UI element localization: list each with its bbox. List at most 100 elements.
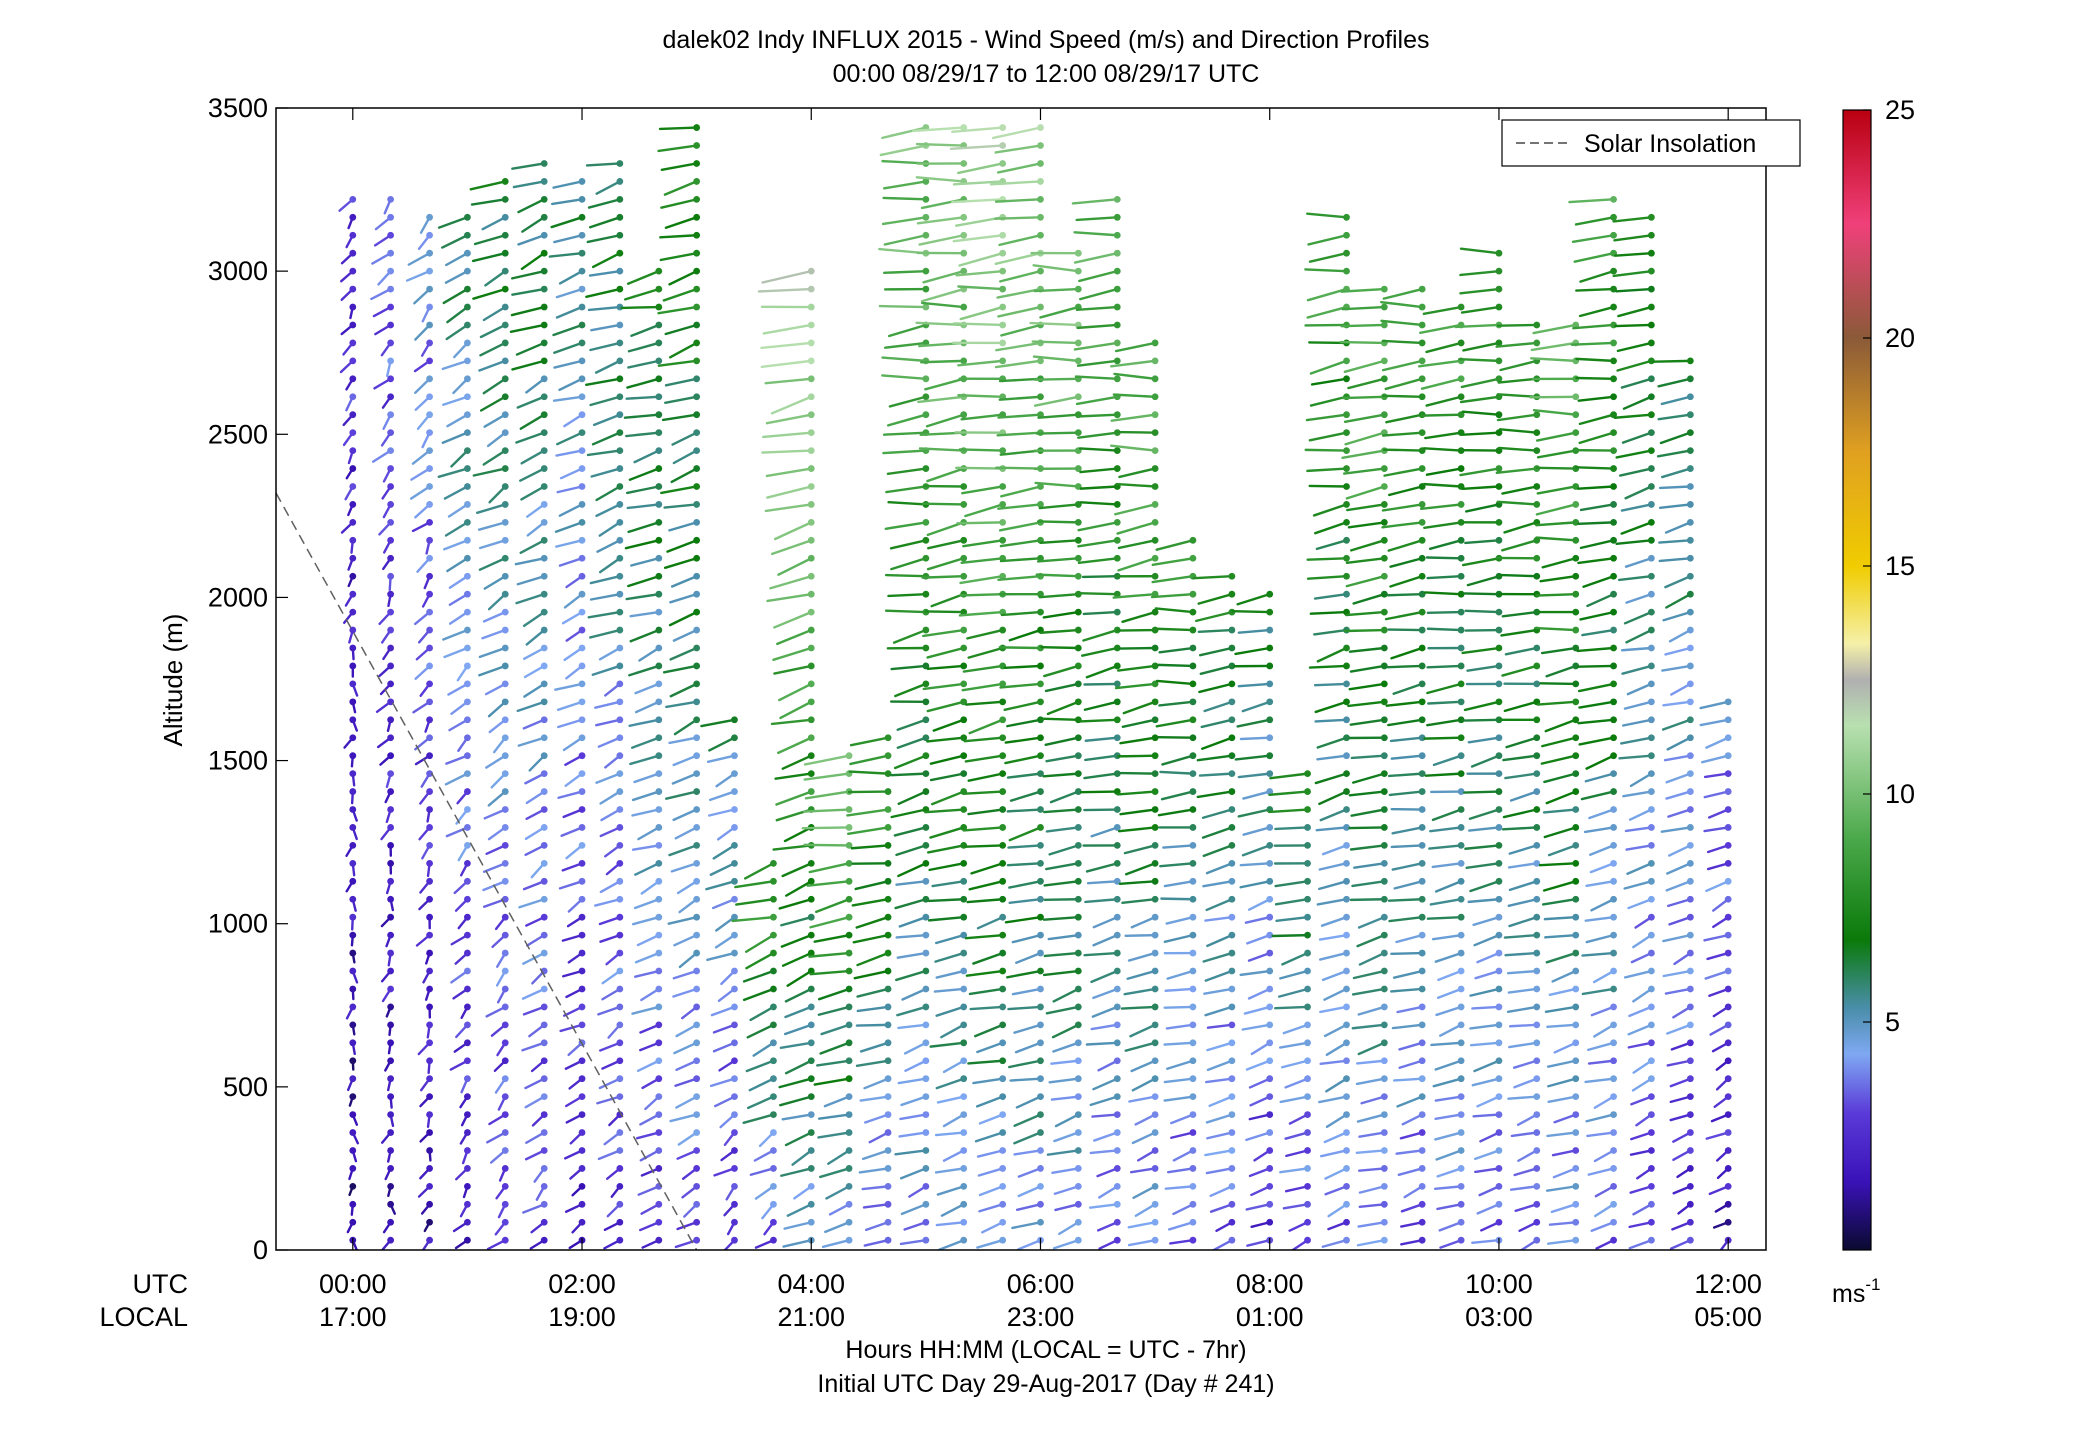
- wind-barb-dot: [1343, 250, 1350, 257]
- wind-barb-dot: [1572, 932, 1579, 939]
- wind-barb-dot: [1037, 232, 1044, 239]
- wind-barb-dot: [1343, 680, 1350, 687]
- wind-barb-dot: [808, 986, 815, 993]
- wind-barb-dot: [808, 304, 815, 311]
- wind-barb-dot: [1228, 1129, 1235, 1136]
- wind-barb-dot: [1381, 1093, 1388, 1100]
- wind-barb-dot: [349, 196, 356, 203]
- wind-barb-dot: [1496, 788, 1503, 795]
- wind-barb-dot: [541, 304, 548, 311]
- wind-barb-stick: [1424, 738, 1461, 739]
- wind-barb-dot: [541, 1219, 548, 1226]
- wind-barb-dot: [1419, 752, 1426, 759]
- wind-barb-dot: [616, 609, 623, 616]
- wind-barb-dot: [1533, 1075, 1540, 1082]
- wind-barb-dot: [541, 501, 548, 508]
- wind-barb-dot: [616, 573, 623, 580]
- wind-barb-dot: [960, 1039, 967, 1046]
- wind-barb-dot: [808, 1201, 815, 1208]
- wind-barb-dot: [1533, 950, 1540, 957]
- wind-barb-stick: [1384, 450, 1422, 451]
- wind-barb-dot: [1266, 645, 1273, 652]
- wind-barb-dot: [655, 1075, 662, 1082]
- wind-barb-dot: [885, 1111, 892, 1118]
- wind-barb-dot: [541, 232, 548, 239]
- wind-barb-dot: [426, 860, 433, 867]
- wind-barb-dot: [1152, 770, 1159, 777]
- wind-barb-dot: [1343, 537, 1350, 544]
- wind-barb-dot: [1075, 1165, 1082, 1172]
- wind-barb-dot: [770, 914, 777, 921]
- wind-barb-dot: [349, 824, 356, 831]
- wind-barb-dot: [808, 609, 815, 616]
- wind-barb-dot: [541, 1147, 548, 1154]
- wind-barb-dot: [1533, 411, 1540, 418]
- wind-barb-dot: [922, 627, 929, 634]
- wind-barb-dot: [541, 447, 548, 454]
- wind-barb-dot: [808, 914, 815, 921]
- wind-barb-dot: [1343, 573, 1350, 580]
- wind-barb-dot: [1458, 950, 1465, 957]
- wind-barb-dot: [731, 1129, 738, 1136]
- wind-barb-dot: [999, 770, 1006, 777]
- wind-barb-dot: [1458, 986, 1465, 993]
- wind-barb-dot: [541, 1183, 548, 1190]
- wind-barb-dot: [579, 698, 586, 705]
- wind-barb-dot: [1419, 393, 1426, 400]
- wind-barb-dot: [731, 950, 738, 957]
- wind-barb-dot: [999, 519, 1006, 526]
- wind-barb-dot: [541, 609, 548, 616]
- wind-barb-dot: [960, 555, 967, 562]
- wind-barb-dot: [1266, 1021, 1273, 1028]
- wind-barb-dot: [387, 429, 394, 436]
- wind-barb-dot: [1228, 734, 1235, 741]
- wind-barb-dot: [426, 519, 433, 526]
- wind-barb-dot: [464, 914, 471, 921]
- wind-barb-dot: [1114, 806, 1121, 813]
- wind-barb-dot: [1152, 914, 1159, 921]
- wind-barb-dot: [655, 734, 662, 741]
- wind-barb-dot: [1381, 788, 1388, 795]
- wind-barb-dot: [1075, 645, 1082, 652]
- wind-barb-dot: [1419, 842, 1426, 849]
- wind-barb-dot: [426, 1237, 433, 1244]
- wind-barb-dot: [1075, 1021, 1082, 1028]
- wind-barb-dot: [999, 896, 1006, 903]
- wind-barb-dot: [960, 770, 967, 777]
- wind-barb-dot: [922, 555, 929, 562]
- wind-barb-dot: [693, 286, 700, 293]
- wind-barb-dot: [693, 842, 700, 849]
- wind-barb-dot: [349, 950, 356, 957]
- wind-barb-dot: [541, 680, 548, 687]
- wind-barb-dot: [579, 788, 586, 795]
- wind-barb-dot: [1458, 663, 1465, 670]
- wind-barb-dot: [846, 1057, 853, 1064]
- wind-barb-dot: [1037, 1165, 1044, 1172]
- wind-barb-dot: [1152, 1165, 1159, 1172]
- wind-barb-dot: [579, 447, 586, 454]
- wind-barb-dot: [731, 1147, 738, 1154]
- wind-barb-dot: [1419, 968, 1426, 975]
- wind-barb-dot: [922, 1111, 929, 1118]
- wind-barb-dot: [960, 250, 967, 257]
- wind-barb-dot: [349, 411, 356, 418]
- wind-barb-dot: [1381, 627, 1388, 634]
- wind-barb-dot: [885, 1219, 892, 1226]
- wind-barb-dot: [1458, 968, 1465, 975]
- wind-barb-dot: [693, 860, 700, 867]
- wind-barb-dot: [1152, 501, 1159, 508]
- wind-barb-dot: [1037, 1183, 1044, 1190]
- wind-barb-dot: [387, 734, 394, 741]
- wind-barb-dot: [808, 268, 815, 275]
- wind-barb-dot: [1075, 429, 1082, 436]
- wind-barb-dot: [1114, 555, 1121, 562]
- wind-barb-dot: [1458, 304, 1465, 311]
- wind-barb-dot: [808, 357, 815, 364]
- wind-barb-dot: [1572, 1004, 1579, 1011]
- wind-barb-dot: [922, 1147, 929, 1154]
- wind-barb-dot: [1496, 734, 1503, 741]
- wind-barb-dot: [1419, 375, 1426, 382]
- wind-barb-dot: [1114, 950, 1121, 957]
- wind-barb-dot: [731, 788, 738, 795]
- wind-barb-dot: [1496, 950, 1503, 957]
